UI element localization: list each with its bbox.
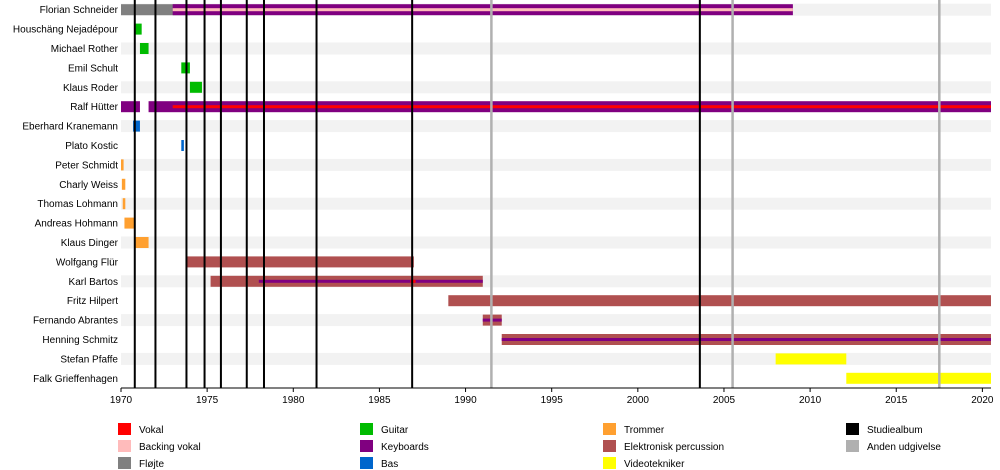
bar-plato-kostic-bas xyxy=(181,140,184,151)
bar-falk-grieffenhagen-video xyxy=(846,373,991,384)
member-label-thomas-lohmann: Thomas Lohmann xyxy=(37,199,118,210)
bar-stefan-pfaffe-video xyxy=(776,353,847,364)
bar-andreas-hohmann-trommer xyxy=(124,218,134,229)
legend-label-studio: Studiealbum xyxy=(867,425,923,436)
x-axis: 1970 1975 1980 1985 1990 1995 2000 2005 2010 2015… xyxy=(110,388,994,406)
x-tick-label-2010: 2010 xyxy=(799,395,822,406)
x-tick-label-1990: 1990 xyxy=(454,395,477,406)
row-stripe xyxy=(121,198,991,210)
member-label-falk-grieffenhagen: Falk Grieffenhagen xyxy=(33,374,118,385)
member-label-eberhard-kranemann: Eberhard Kranemann xyxy=(22,122,118,133)
legend: Vokal Backing vokal Fløjte Guitar Keyboards B… xyxy=(118,423,941,470)
legend-swatch-floejte xyxy=(118,457,131,469)
member-label-charly-weiss: Charly Weiss xyxy=(59,180,118,191)
legend-label-keyboards: Keyboards xyxy=(381,442,429,453)
bar-michael-rother-guitar xyxy=(140,43,149,54)
bar-karl-bartos-keyboards-stripe xyxy=(259,280,483,283)
legend-label-guitar: Guitar xyxy=(381,425,409,436)
band-timeline-chart: Florian Schneider Houschäng Nejadépour Mic… xyxy=(0,0,1000,470)
row-stripe xyxy=(121,159,991,171)
member-label-stefan-pfaffe: Stefan Pfaffe xyxy=(60,354,118,365)
legend-swatch-guitar xyxy=(360,423,373,435)
bar-houschang-nejadepour-guitar xyxy=(135,24,142,35)
legend-swatch-backing xyxy=(118,440,131,452)
x-tick-label-1995: 1995 xyxy=(541,395,564,406)
legend-label-bas: Bas xyxy=(381,459,398,470)
x-tick-label-1985: 1985 xyxy=(368,395,391,406)
bar-klaus-roder-guitar xyxy=(190,82,202,93)
legend-label-andet: Anden udgivelse xyxy=(867,442,941,453)
row-stripe xyxy=(121,353,991,365)
x-tick-label-1980: 1980 xyxy=(282,395,305,406)
bar-fritz-hilpert-elperc xyxy=(448,295,991,306)
member-label-florian-schneider: Florian Schneider xyxy=(40,5,119,16)
legend-label-vokal: Vokal xyxy=(139,425,163,436)
bar-ralf-hutter-vokal-stripe xyxy=(173,105,991,108)
member-label-peter-schmidt: Peter Schmidt xyxy=(55,160,118,171)
member-label-michael-rother: Michael Rother xyxy=(51,44,119,55)
member-label-wolfgang-flur: Wolfgang Flür xyxy=(56,257,119,268)
legend-label-trommer: Trommer xyxy=(624,425,665,436)
member-labels: Florian Schneider Houschäng Nejadépour Mic… xyxy=(13,5,119,385)
member-label-houschang-nejadepour: Houschäng Nejadépour xyxy=(13,25,119,36)
x-tick-label-1970: 1970 xyxy=(110,395,133,406)
legend-swatch-elperc xyxy=(603,440,616,452)
bar-ralf-hutter-keyboards xyxy=(121,101,140,112)
member-label-klaus-dinger: Klaus Dinger xyxy=(61,238,119,249)
member-label-emil-schult: Emil Schult xyxy=(68,63,118,74)
legend-swatch-andet xyxy=(846,440,859,452)
bar-klaus-dinger-trommer xyxy=(135,237,149,248)
release-lines xyxy=(135,0,940,388)
member-bars xyxy=(121,4,991,384)
row-stripe xyxy=(121,43,991,55)
legend-swatch-studio xyxy=(846,423,859,435)
x-tick-label-1975: 1975 xyxy=(196,395,219,406)
row-stripe xyxy=(121,120,991,132)
bar-peter-schmidt-trommer xyxy=(121,159,124,170)
row-stripes xyxy=(121,4,991,365)
x-tick-label-2015: 2015 xyxy=(885,395,908,406)
member-label-ralf-hutter: Ralf Hütter xyxy=(70,102,118,113)
member-label-plato-kostic: Plato Kostic xyxy=(65,141,118,152)
legend-label-floejte: Fløjte xyxy=(139,459,164,470)
member-label-fritz-hilpert: Fritz Hilpert xyxy=(67,296,118,307)
member-label-karl-bartos: Karl Bartos xyxy=(69,277,118,288)
member-label-fernando-abrantes: Fernando Abrantes xyxy=(33,316,118,327)
legend-swatch-vokal xyxy=(118,423,131,435)
member-label-klaus-roder: Klaus Roder xyxy=(63,83,119,94)
legend-swatch-video xyxy=(603,457,616,469)
row-stripe xyxy=(121,81,991,93)
row-stripe xyxy=(121,314,991,326)
bar-thomas-lohmann-trommer xyxy=(123,198,126,209)
legend-label-elperc: Elektronisk percussion xyxy=(624,442,724,453)
row-stripe xyxy=(121,237,991,249)
bar-henning-schmitz-keyboards-stripe xyxy=(502,338,991,341)
x-tick-label-2000: 2000 xyxy=(627,395,650,406)
legend-swatch-trommer xyxy=(603,423,616,435)
legend-label-backing: Backing vokal xyxy=(139,442,201,453)
bar-charly-weiss-trommer xyxy=(122,179,125,190)
x-tick-label-2005: 2005 xyxy=(713,395,736,406)
member-label-andreas-hohmann: Andreas Hohmann xyxy=(35,219,118,230)
x-tick-label-2020: 2020 xyxy=(971,395,994,406)
member-label-henning-schmitz: Henning Schmitz xyxy=(42,335,118,346)
legend-label-video: Videotekniker xyxy=(624,459,685,470)
legend-swatch-keyboards xyxy=(360,440,373,452)
legend-swatch-bas xyxy=(360,457,373,469)
